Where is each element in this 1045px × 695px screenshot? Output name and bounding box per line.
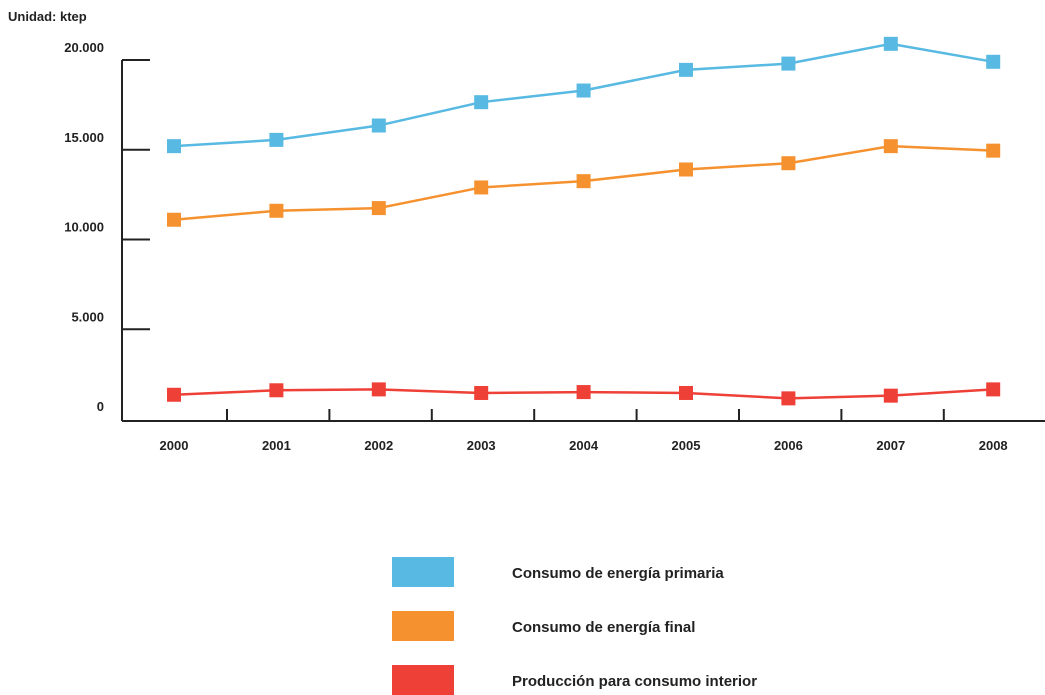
data-point-marker bbox=[883, 388, 898, 403]
legend-label: Producción para consumo interior bbox=[512, 673, 757, 690]
y-tick-label: 0 bbox=[97, 399, 104, 414]
series-group bbox=[167, 382, 1001, 406]
y-axis-ticks: 0 5.000 10.000 15.000 20.000 bbox=[64, 40, 150, 414]
x-tick-label: 2004 bbox=[569, 438, 599, 453]
x-tick-label: 2002 bbox=[364, 438, 393, 453]
data-point-marker bbox=[679, 62, 693, 77]
data-point-marker bbox=[269, 383, 284, 398]
unit-label: Unidad: ktep bbox=[8, 9, 87, 24]
x-tick-label: 2003 bbox=[467, 438, 496, 453]
data-point-marker bbox=[269, 203, 284, 218]
data-point-marker bbox=[371, 201, 386, 216]
legend-label: Consumo de energía final bbox=[512, 619, 695, 636]
data-point-marker bbox=[679, 385, 693, 400]
y-tick-label: 10.000 bbox=[64, 220, 104, 235]
y-tick-label: 5.000 bbox=[71, 309, 104, 324]
data-point-marker bbox=[371, 118, 386, 133]
series-layer bbox=[167, 36, 1001, 406]
data-point-marker bbox=[986, 143, 1001, 158]
data-point-marker bbox=[781, 391, 796, 406]
x-tick-label: 2005 bbox=[672, 438, 701, 453]
data-point-marker bbox=[576, 174, 591, 189]
legend-swatch bbox=[392, 611, 454, 641]
data-point-marker bbox=[269, 132, 284, 147]
x-tick-label: 2007 bbox=[876, 438, 905, 453]
x-tick-label: 2001 bbox=[262, 438, 291, 453]
data-point-marker bbox=[167, 139, 181, 154]
data-point-marker bbox=[883, 139, 898, 154]
legend-swatch bbox=[392, 665, 454, 695]
data-point-marker bbox=[474, 385, 489, 400]
series-group bbox=[167, 139, 1001, 227]
y-tick-label: 20.000 bbox=[64, 40, 104, 55]
data-point-marker bbox=[371, 382, 386, 397]
x-tick-label: 2000 bbox=[160, 438, 189, 453]
data-point-marker bbox=[883, 36, 898, 51]
data-point-marker bbox=[167, 212, 181, 227]
x-tick-label: 2006 bbox=[774, 438, 803, 453]
y-tick-label: 15.000 bbox=[64, 130, 104, 145]
legend: Consumo de energía primaria Consumo de en… bbox=[392, 557, 757, 695]
data-point-marker bbox=[781, 56, 796, 71]
data-point-marker bbox=[167, 387, 181, 402]
data-point-marker bbox=[679, 162, 693, 177]
data-point-marker bbox=[474, 95, 489, 110]
data-point-marker bbox=[986, 382, 1001, 397]
data-point-marker bbox=[781, 156, 796, 171]
x-axis-ticks: 2000 2001 2002 2003 2004 2005 2006 2007 2008 bbox=[160, 409, 1008, 453]
legend-swatch bbox=[392, 557, 454, 587]
legend-label: Consumo de energía primaria bbox=[512, 565, 724, 582]
data-point-marker bbox=[576, 385, 591, 400]
data-point-marker bbox=[986, 54, 1001, 69]
data-point-marker bbox=[576, 83, 591, 98]
x-tick-label: 2008 bbox=[979, 438, 1008, 453]
data-point-marker bbox=[474, 180, 489, 195]
series-group bbox=[167, 36, 1001, 154]
